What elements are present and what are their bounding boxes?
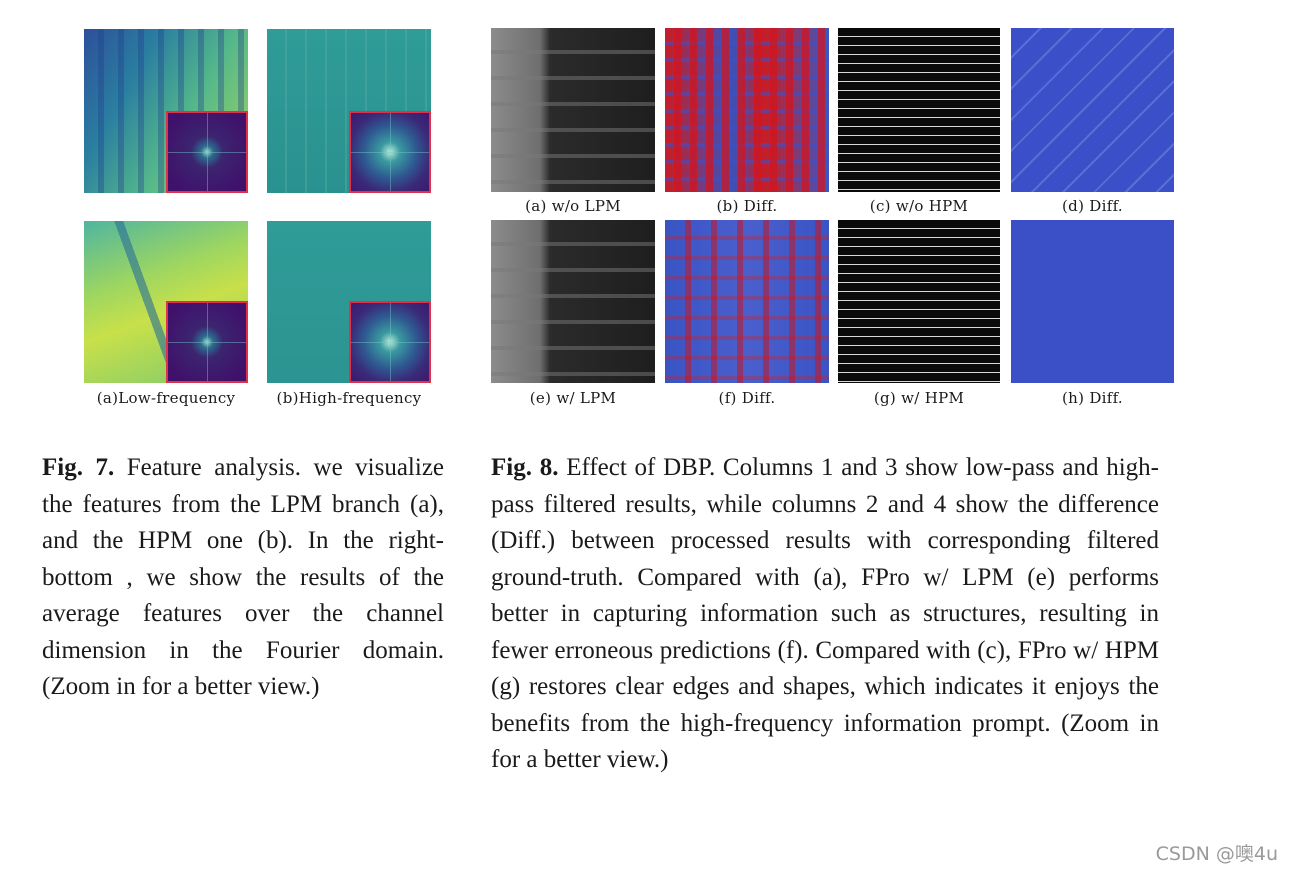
fig7-subcaption-b: (b)High-frequency <box>276 389 422 407</box>
fig8-image-a <box>491 28 655 192</box>
fig8-subcaption-g: (g) w/ HPM <box>873 389 965 407</box>
fig8-subcaption-f: (f) Diff. <box>718 389 776 407</box>
watermark: CSDN @噢4u <box>1155 843 1278 865</box>
fig8-caption: Fig. 8. Effect of DBP. Columns 1 and 3 s… <box>491 450 1159 779</box>
fig8-image-h <box>1011 220 1174 383</box>
fig7-lowfreq-image-2 <box>84 221 248 383</box>
fourier-inset-icon <box>349 301 431 383</box>
fig8-image-e <box>491 220 655 383</box>
fig8-image-f <box>665 220 829 383</box>
fourier-inset-icon <box>166 301 248 383</box>
fig7-caption-text: Feature analysis. we visualize the featu… <box>42 454 445 700</box>
fig7-lowfreq-image-1 <box>84 29 248 193</box>
fig7-label: Fig. 7. <box>42 454 115 481</box>
fig8-image-g <box>838 220 1000 383</box>
fig8-subcaption-d: (d) Diff. <box>1062 197 1123 215</box>
fourier-inset-icon <box>349 111 431 193</box>
fig8-subcaption-c: (c) w/o HPM <box>869 197 969 215</box>
fig8-image-c <box>838 28 1000 192</box>
fig8-image-b <box>665 28 829 192</box>
fig8-label: Fig. 8. <box>491 454 559 481</box>
fig8-subcaption-h: (h) Diff. <box>1062 389 1123 407</box>
fig7-highfreq-image-2 <box>267 221 431 383</box>
fig7-caption: Fig. 7. Feature analysis. we visualize t… <box>42 450 444 706</box>
fig8-subcaption-a: (a) w/o LPM <box>525 197 621 215</box>
fig7-subcaption-a: (a)Low-frequency <box>96 389 236 407</box>
fig8-image-d <box>1011 28 1174 192</box>
fourier-inset-icon <box>166 111 248 193</box>
fig8-subcaption-e: (e) w/ LPM <box>529 389 617 407</box>
fig7-highfreq-image-1 <box>267 29 431 193</box>
fig8-caption-text: Effect of DBP. Columns 1 and 3 show low-… <box>491 454 1159 773</box>
fig8-subcaption-b: (b) Diff. <box>716 197 778 215</box>
